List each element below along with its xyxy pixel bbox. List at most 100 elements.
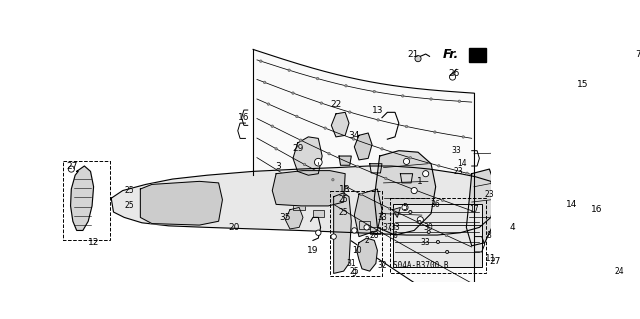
- Text: 16: 16: [238, 113, 250, 122]
- Text: 36: 36: [431, 200, 440, 209]
- Text: 8: 8: [487, 231, 492, 240]
- Polygon shape: [293, 137, 322, 175]
- Circle shape: [415, 56, 421, 62]
- Text: 25: 25: [124, 201, 134, 211]
- Circle shape: [405, 125, 408, 128]
- Polygon shape: [253, 49, 474, 319]
- Text: 12: 12: [88, 238, 99, 247]
- Circle shape: [353, 138, 355, 140]
- Bar: [393, 204, 482, 267]
- Text: 7: 7: [636, 49, 640, 58]
- Circle shape: [300, 139, 302, 141]
- Text: 27: 27: [489, 256, 500, 266]
- Circle shape: [320, 102, 323, 104]
- Text: 24: 24: [615, 267, 625, 276]
- Circle shape: [418, 220, 421, 224]
- Circle shape: [438, 165, 440, 167]
- Circle shape: [275, 148, 277, 150]
- Circle shape: [385, 177, 387, 180]
- Circle shape: [296, 115, 298, 118]
- Text: 29: 29: [292, 144, 303, 153]
- Text: 2: 2: [364, 236, 369, 245]
- Circle shape: [271, 125, 273, 127]
- Text: 23: 23: [454, 167, 463, 176]
- Polygon shape: [393, 207, 401, 218]
- Circle shape: [349, 111, 351, 113]
- Polygon shape: [332, 112, 349, 137]
- Circle shape: [351, 228, 357, 233]
- Text: 17: 17: [469, 205, 479, 214]
- Circle shape: [373, 90, 376, 93]
- Circle shape: [409, 157, 412, 159]
- Polygon shape: [272, 171, 345, 206]
- Polygon shape: [356, 238, 378, 271]
- Polygon shape: [285, 207, 303, 229]
- Text: 35: 35: [280, 213, 291, 222]
- Circle shape: [68, 166, 74, 172]
- Circle shape: [402, 204, 408, 211]
- Circle shape: [316, 78, 319, 80]
- Circle shape: [417, 217, 424, 223]
- Circle shape: [411, 188, 417, 194]
- Text: 1: 1: [417, 177, 423, 186]
- Text: 28: 28: [369, 231, 379, 240]
- Circle shape: [413, 189, 415, 191]
- Text: 9: 9: [352, 269, 356, 278]
- Circle shape: [422, 171, 429, 177]
- Circle shape: [445, 250, 449, 254]
- Bar: [293, 202, 305, 210]
- Text: 20: 20: [228, 223, 239, 232]
- Circle shape: [409, 211, 412, 214]
- Circle shape: [445, 234, 447, 237]
- Text: 18: 18: [339, 184, 351, 194]
- Polygon shape: [140, 182, 223, 225]
- Circle shape: [332, 179, 334, 181]
- Circle shape: [360, 193, 362, 196]
- Bar: [371, 227, 380, 234]
- Circle shape: [403, 158, 410, 165]
- Text: 14: 14: [566, 200, 577, 209]
- Circle shape: [388, 207, 391, 210]
- Bar: [63, 161, 111, 240]
- Polygon shape: [374, 151, 436, 235]
- Polygon shape: [355, 189, 382, 237]
- Text: 4: 4: [509, 223, 515, 232]
- Text: 19: 19: [307, 246, 319, 255]
- Text: 37: 37: [383, 223, 392, 232]
- Circle shape: [462, 136, 465, 138]
- Circle shape: [466, 172, 468, 174]
- Polygon shape: [333, 193, 351, 273]
- Circle shape: [430, 98, 432, 100]
- Circle shape: [314, 158, 322, 166]
- Text: 32: 32: [377, 261, 387, 270]
- Text: S04A-B3700 B: S04A-B3700 B: [393, 261, 448, 270]
- Text: Fr.: Fr.: [442, 48, 459, 61]
- Polygon shape: [355, 133, 372, 160]
- Text: 5: 5: [403, 203, 408, 212]
- Circle shape: [434, 131, 436, 133]
- Polygon shape: [467, 169, 497, 246]
- Circle shape: [292, 92, 294, 94]
- Text: 16: 16: [591, 205, 602, 214]
- Circle shape: [436, 241, 440, 243]
- Circle shape: [288, 69, 291, 71]
- Circle shape: [401, 95, 404, 97]
- Bar: [390, 198, 486, 273]
- Text: 33: 33: [390, 223, 400, 232]
- Text: 22: 22: [330, 100, 342, 109]
- Text: 33: 33: [421, 238, 431, 247]
- Circle shape: [264, 81, 266, 84]
- Text: 25: 25: [124, 186, 134, 195]
- Text: 30: 30: [423, 223, 433, 232]
- Text: 25: 25: [339, 195, 348, 204]
- Text: 27: 27: [67, 161, 78, 171]
- Text: 11: 11: [485, 254, 497, 263]
- Polygon shape: [70, 166, 93, 230]
- Circle shape: [364, 225, 369, 230]
- Circle shape: [449, 74, 456, 80]
- Circle shape: [303, 163, 306, 166]
- Circle shape: [328, 152, 330, 155]
- Text: 33: 33: [377, 213, 387, 222]
- Text: 3: 3: [275, 161, 280, 171]
- Polygon shape: [111, 166, 495, 235]
